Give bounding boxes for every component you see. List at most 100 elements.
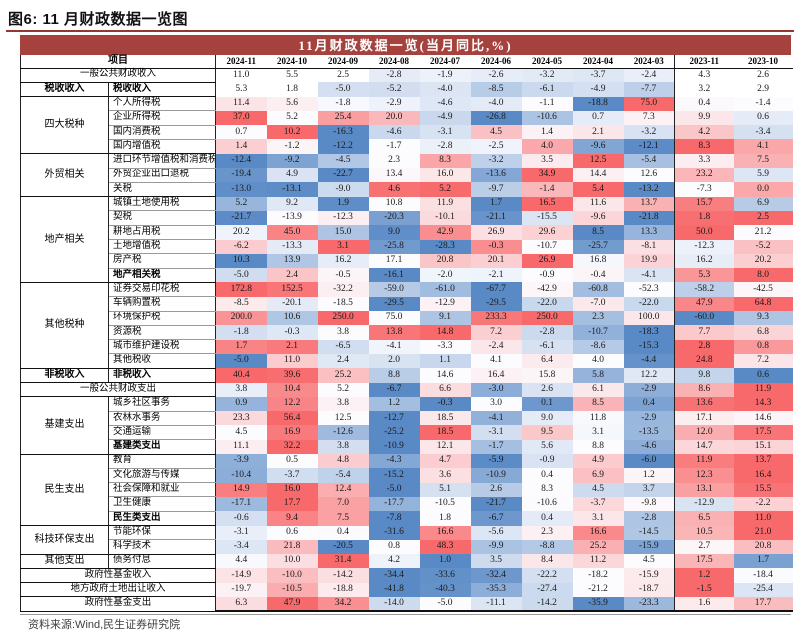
value-cell: 8.6 — [674, 382, 734, 397]
value-cell: -3.7 — [572, 496, 624, 512]
value-cell: 4.9 — [266, 168, 318, 183]
row-label: 国内消费税 — [108, 125, 216, 140]
value-cell: 16.6 — [419, 525, 471, 540]
value-cell: 12.3 — [674, 468, 734, 483]
value-cell: -7.7 — [623, 82, 675, 97]
column-header: 2024-11 — [215, 55, 267, 69]
value-cell: -0.3 — [419, 396, 471, 412]
table-row: 非税收入 非税收入 40.4 39.6 25.2 8.8 14.6 16.4 15.8 5.8 12… — [20, 368, 793, 384]
value-cell: -42.5 — [733, 282, 793, 297]
table-row: 农林水事务 23.3 56.4 12.5 -12.7 18.5 -4.1 9.0 11.8 -2.… — [21, 411, 793, 426]
value-cell: 75.0 — [623, 96, 675, 111]
value-cell: -16.1 — [368, 268, 420, 283]
value-cell: 6.9 — [572, 468, 624, 483]
value-cell: -16.3 — [317, 125, 369, 140]
value-cell: 8.3 — [419, 153, 471, 169]
value-cell: -4.9 — [419, 110, 471, 126]
table-row: 外贸相关 进口环节增值税和消费税 -12.4 -9.2 -4.5 2.3 8.3 -3.2 3.… — [20, 153, 793, 198]
value-cell: -6.0 — [623, 454, 675, 469]
value-cell: 12.0 — [674, 425, 734, 440]
value-cell: -12.3 — [674, 239, 734, 254]
value-cell: 5.3 — [215, 82, 267, 97]
value-cell: 4.6 — [368, 182, 420, 197]
value-cell: 5.2 — [215, 196, 267, 211]
value-cell: 9.0 — [368, 225, 420, 240]
source-note: 资料来源:Wind,民生证券研究院 — [28, 619, 181, 631]
value-cell: 5.4 — [572, 182, 624, 197]
value-cell: -5.9 — [470, 454, 522, 469]
value-cell: -6.7 — [368, 382, 420, 397]
row-label: 一般公共财政收入 — [20, 68, 216, 83]
value-cell: -15.5 — [521, 210, 573, 226]
table-row: 其他税收 -5.0 11.0 2.4 2.0 1.1 4.1 6.4 4.0 -4.4 24.8 7.… — [21, 353, 793, 369]
row-label: 税收收入 — [108, 82, 216, 98]
value-cell: 23.3 — [215, 411, 267, 426]
value-cell: 17.5 — [674, 554, 734, 569]
value-cell: 12.5 — [572, 153, 624, 169]
value-cell: -10.0 — [266, 568, 318, 583]
value-cell: 0.4 — [521, 511, 573, 526]
value-cell: -9.6 — [572, 139, 624, 154]
value-cell: -52.3 — [623, 282, 675, 297]
value-cell: 23.2 — [674, 168, 734, 183]
table-header: 项目 2024-11 2024-10 2024-09 2024-08 2024-07 202… — [20, 55, 793, 69]
value-cell: -2.9 — [623, 411, 675, 426]
value-cell: -22.0 — [623, 296, 675, 312]
value-cell: -2.4 — [470, 339, 522, 354]
value-cell: 11.2 — [572, 554, 624, 569]
value-cell: 0.5 — [266, 454, 318, 469]
value-cell: 6.6 — [419, 382, 471, 397]
value-cell: 16.0 — [419, 168, 471, 183]
value-cell: -5.4 — [623, 153, 675, 169]
value-cell: 15.5 — [733, 482, 793, 497]
value-cell: -20.3 — [368, 210, 420, 226]
value-cell: 7.2 — [470, 325, 522, 340]
row-label: 耕地占用税 — [108, 225, 216, 241]
value-cell: -14.0 — [368, 596, 420, 613]
value-cell: 5.8 — [572, 368, 624, 383]
row-label: 交通运输 — [108, 425, 216, 441]
value-cell: 25.2 — [317, 368, 369, 383]
value-cell: 11.9 — [419, 196, 471, 211]
value-cell: -0.6 — [215, 511, 267, 526]
value-cell: 9.0 — [521, 411, 573, 426]
value-cell: -17.7 — [368, 496, 420, 512]
value-cell: -1.8 — [317, 96, 369, 111]
value-cell: -4.3 — [368, 454, 420, 469]
value-cell: -18.2 — [572, 568, 624, 583]
value-cell: -8.1 — [623, 239, 675, 254]
row-label: 其他税收 — [108, 353, 216, 369]
value-cell: -2.5 — [470, 139, 522, 154]
value-cell: 11.0 — [215, 68, 267, 83]
value-cell: -4.4 — [623, 353, 675, 369]
value-cell: 34.9 — [521, 168, 573, 183]
value-cell: -3.0 — [470, 382, 522, 397]
row-label: 农林水事务 — [108, 411, 216, 426]
value-cell: 26.9 — [521, 253, 573, 269]
value-cell: 48.3 — [419, 539, 471, 555]
value-cell: -59.0 — [368, 282, 420, 297]
value-cell: -4.0 — [419, 82, 471, 97]
value-cell: -13.3 — [266, 239, 318, 254]
group-label: 科技环保支出 — [20, 525, 109, 555]
value-cell: 4.7 — [419, 454, 471, 469]
value-cell: -21.2 — [572, 582, 624, 597]
value-cell: -29.5 — [368, 296, 420, 312]
value-cell: 16.6 — [572, 525, 624, 540]
value-cell: 14.3 — [733, 396, 793, 412]
row-label: 环境保护税 — [108, 311, 216, 326]
value-cell: 2.6 — [521, 382, 573, 397]
group-label: 其他支出 — [20, 554, 109, 569]
value-cell: 12.1 — [419, 439, 471, 455]
value-cell: 16.9 — [266, 425, 318, 440]
row-label: 城镇土地使用税 — [108, 196, 216, 212]
column-header: 2024-04 — [572, 55, 624, 69]
column-header: 2024-08 — [368, 55, 420, 69]
value-cell: -22.2 — [521, 568, 573, 583]
value-cell: 4.2 — [674, 125, 734, 140]
value-cell: -2.8 — [623, 511, 675, 526]
table-body: 一般公共财政收入 11.0 5.5 2.5 -2.8 -1.9 -2.6 -3.2 -3.7 -2… — [20, 68, 793, 613]
value-cell: 0.4 — [521, 468, 573, 483]
value-cell: 17.1 — [674, 411, 734, 426]
